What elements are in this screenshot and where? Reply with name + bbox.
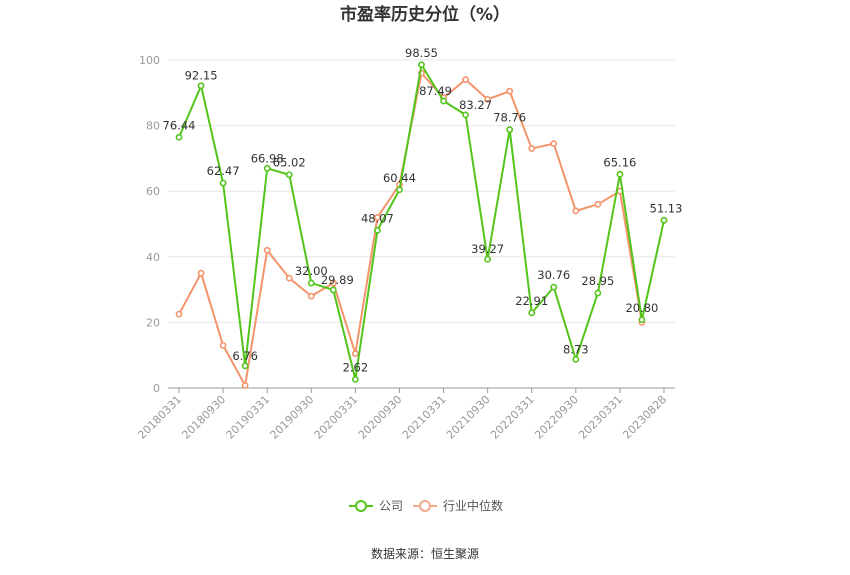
company-point (285, 171, 293, 179)
legend-item-company[interactable]: 公司 (349, 499, 403, 513)
industry-point (285, 274, 293, 282)
x-axis: 2018033120180930201903312019093020200331… (135, 387, 675, 442)
data-label: 65.16 (603, 155, 636, 169)
industry-point (175, 310, 183, 318)
chart-title: 市盈率历史分位（%） (340, 4, 510, 25)
data-label: 62.47 (207, 164, 240, 178)
x-tick-label: 20230828 (620, 393, 669, 442)
data-label: 8.73 (563, 342, 589, 356)
industry-point (594, 200, 602, 208)
industry-point (550, 140, 558, 148)
data-label: 98.55 (405, 46, 438, 60)
company-point (396, 186, 403, 194)
industry-point (241, 381, 249, 389)
data-label: 60.44 (383, 171, 416, 185)
y-tick-label: 80 (146, 120, 160, 133)
company-point (175, 133, 183, 141)
y-tick-label: 100 (139, 54, 160, 67)
legend-marker-company (355, 500, 367, 512)
series-industry (175, 69, 646, 389)
industry-point (263, 246, 271, 254)
data-label: 83.27 (459, 98, 492, 112)
data-label: 92.15 (185, 69, 218, 83)
industry-point (484, 95, 492, 103)
industry-point (351, 350, 359, 357)
company-point (197, 82, 205, 90)
industry-point (197, 269, 205, 277)
series-company (175, 61, 668, 383)
company-point (594, 289, 602, 297)
company-point (329, 286, 337, 294)
x-tick-label: 20180331 (135, 393, 184, 442)
y-axis: 0 20 40 60 80 100 (139, 54, 160, 395)
company-point (660, 216, 668, 224)
company-point (638, 316, 646, 324)
company-line (178, 63, 665, 381)
y-tick-label: 20 (146, 316, 160, 329)
company-point (484, 255, 492, 263)
industry-point (219, 341, 227, 349)
data-label: 76.44 (163, 118, 196, 132)
legend-label-industry: 行业中位数 (443, 498, 503, 513)
y-tick-label: 0 (153, 382, 160, 395)
data-label: 2.62 (343, 360, 369, 374)
industry-point (329, 279, 337, 287)
data-label: 51.13 (650, 201, 683, 215)
legend-marker-industry (419, 500, 431, 512)
data-label: 66.98 (251, 151, 284, 165)
company-point (351, 376, 359, 383)
legend[interactable]: 公司 行业中位数 (349, 498, 503, 513)
company-point (374, 226, 381, 234)
company-point (440, 97, 447, 105)
data-label: 87.49 (419, 84, 452, 98)
industry-point (307, 292, 315, 300)
data-label: 65.02 (273, 156, 306, 170)
company-point (506, 126, 514, 134)
x-tick-label: 20200331 (312, 393, 361, 442)
x-tick-label: 20210930 (444, 393, 493, 442)
x-tick-label: 20180930 (179, 393, 228, 442)
company-point (528, 309, 536, 317)
data-source: 数据来源：恒生聚源 (371, 546, 479, 561)
data-label: 20.80 (625, 301, 658, 315)
x-tick-label: 20200930 (356, 393, 405, 442)
data-label: 29.89 (321, 273, 354, 287)
legend-label-company: 公司 (379, 499, 403, 513)
data-label: 78.76 (493, 111, 526, 125)
company-point (572, 355, 580, 363)
x-tick-label: 20190331 (224, 393, 273, 442)
data-label: 28.95 (581, 274, 614, 288)
data-label: 39.27 (471, 242, 504, 256)
x-tick-label: 20220930 (532, 393, 581, 442)
x-tick-label: 20210331 (400, 393, 449, 442)
x-tick-label: 20190930 (268, 393, 317, 442)
company-point (418, 61, 425, 69)
y-tick-label: 60 (146, 185, 160, 198)
data-label: 22.91 (515, 294, 548, 308)
x-tick-label: 20230331 (576, 393, 625, 442)
company-point (307, 279, 315, 287)
legend-item-industry[interactable]: 行业中位数 (413, 498, 503, 513)
data-label: 48.07 (361, 211, 394, 225)
industry-point (374, 214, 381, 221)
company-point (550, 283, 558, 291)
company-point (219, 179, 227, 187)
company-point (462, 111, 469, 119)
data-label: 6.76 (232, 349, 258, 363)
grid (168, 59, 675, 323)
data-label: 30.76 (537, 268, 570, 282)
industry-point (528, 145, 536, 152)
data-label: 32.00 (295, 264, 328, 278)
y-tick-label: 40 (146, 251, 160, 264)
company-point (616, 170, 624, 178)
industry-point (572, 207, 580, 215)
x-tick-label: 20220331 (488, 393, 537, 442)
company-point (241, 362, 249, 370)
industry-point (462, 76, 469, 84)
industry-point (506, 87, 514, 95)
company-point (263, 164, 271, 172)
